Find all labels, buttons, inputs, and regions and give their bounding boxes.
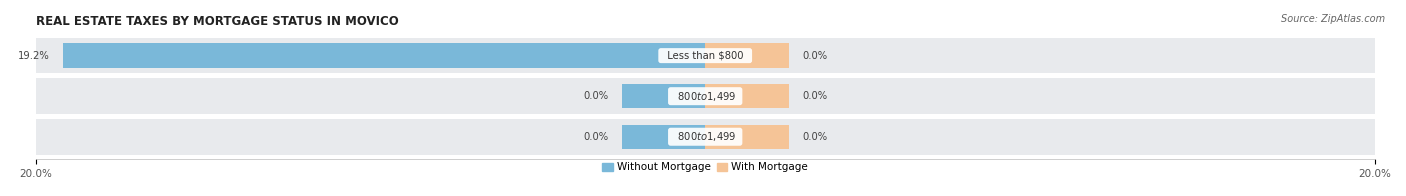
Text: Less than $800: Less than $800 — [661, 51, 749, 61]
Text: 0.0%: 0.0% — [803, 132, 827, 142]
Bar — [37, 78, 1375, 114]
Bar — [706, 84, 789, 108]
Text: REAL ESTATE TAXES BY MORTGAGE STATUS IN MOVICO: REAL ESTATE TAXES BY MORTGAGE STATUS IN … — [37, 15, 399, 28]
Text: $800 to $1,499: $800 to $1,499 — [671, 90, 740, 103]
Text: 0.0%: 0.0% — [803, 51, 827, 61]
Bar — [63, 44, 706, 68]
Bar — [621, 84, 706, 108]
Bar — [37, 38, 1375, 74]
Bar — [706, 44, 789, 68]
Text: 0.0%: 0.0% — [583, 91, 609, 101]
Text: $800 to $1,499: $800 to $1,499 — [671, 130, 740, 143]
Text: 0.0%: 0.0% — [803, 91, 827, 101]
Bar — [706, 125, 789, 149]
Text: 19.2%: 19.2% — [17, 51, 49, 61]
Bar — [37, 119, 1375, 155]
Bar — [621, 125, 706, 149]
Text: Source: ZipAtlas.com: Source: ZipAtlas.com — [1281, 14, 1385, 24]
Legend: Without Mortgage, With Mortgage: Without Mortgage, With Mortgage — [598, 158, 813, 176]
Text: 0.0%: 0.0% — [583, 132, 609, 142]
